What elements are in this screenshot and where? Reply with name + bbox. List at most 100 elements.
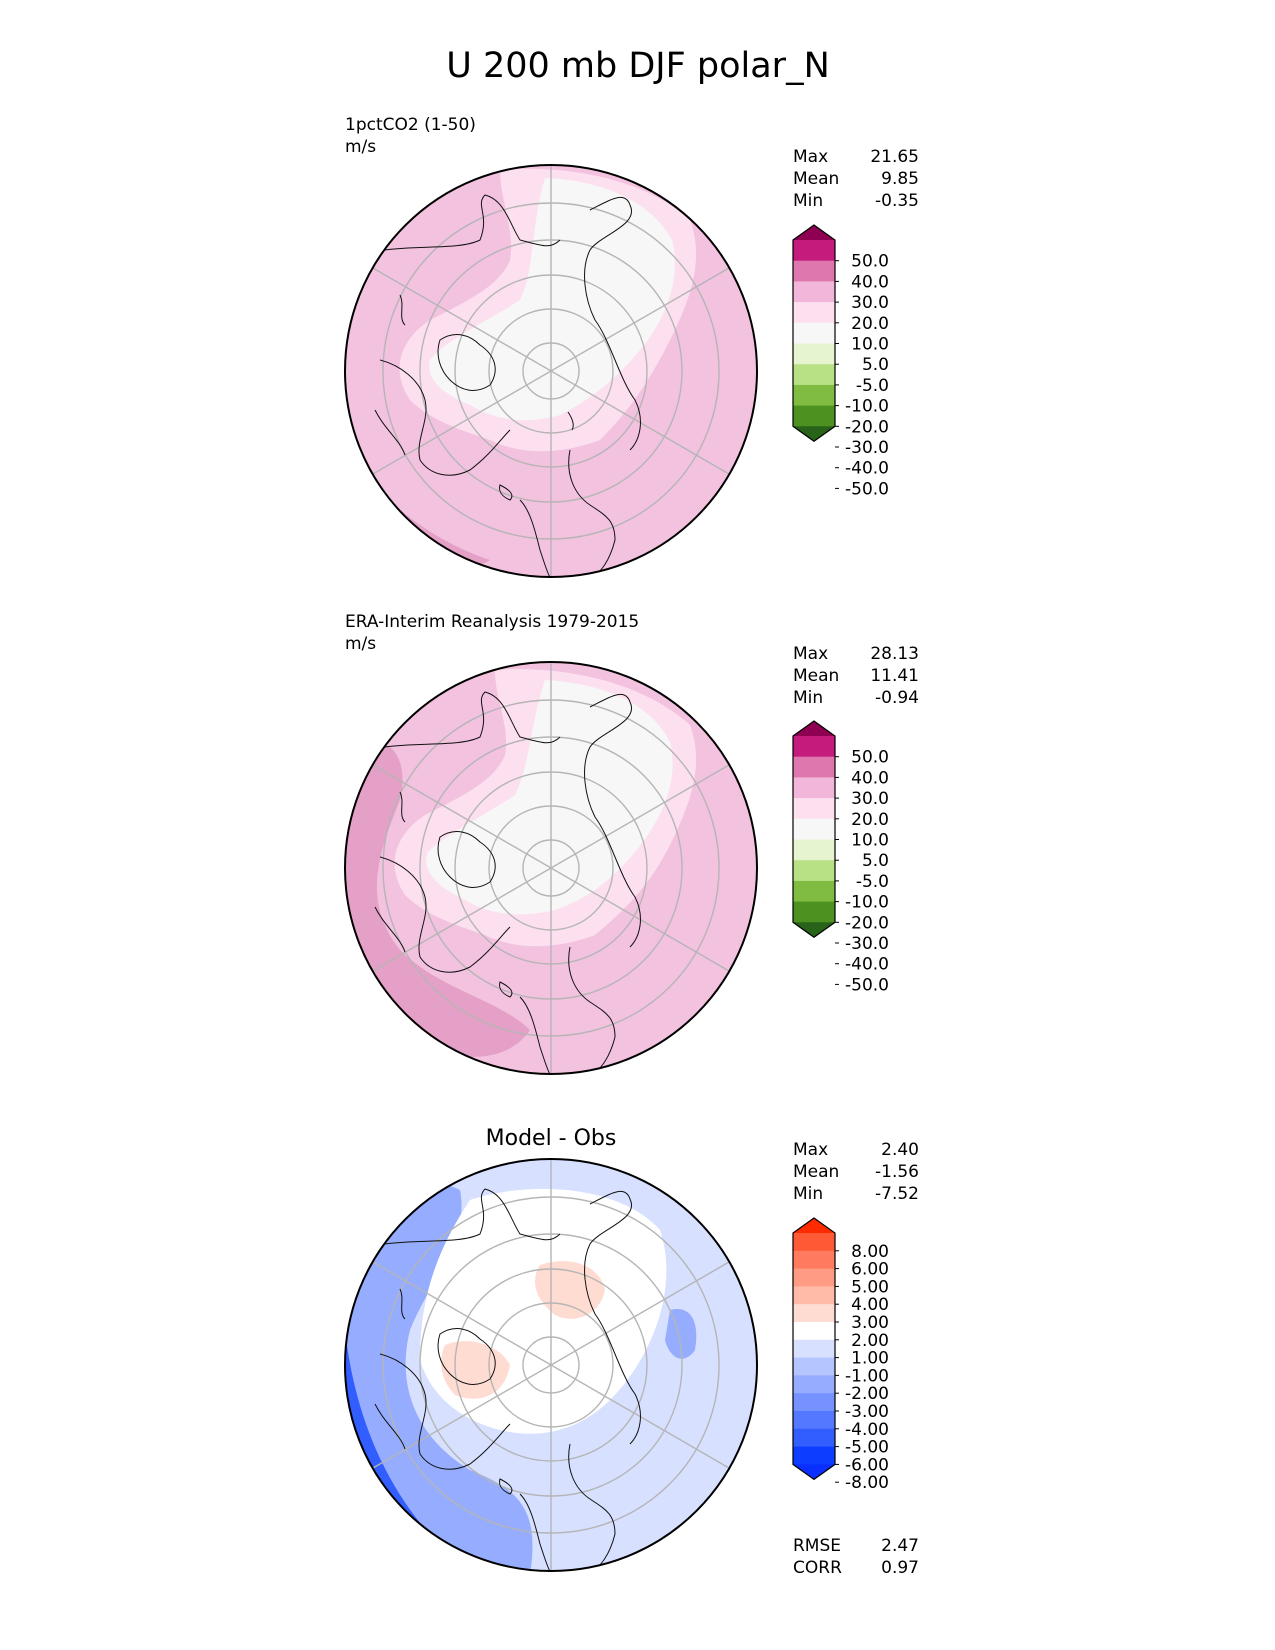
colorbar-tick-label: -50.0 (845, 479, 889, 499)
colorbar-tick-label: 10.0 (851, 335, 889, 355)
stat-value: 2.47 (881, 1536, 919, 1556)
stat-label: RMSE (793, 1536, 841, 1556)
colorbar-extend-min (793, 922, 835, 938)
colorbar-tick-label: 40.0 (851, 768, 889, 788)
colorbar-obs: 50.040.030.020.010.05.0-5.0-10.0-20.0-30… (792, 720, 889, 995)
colorbar-swatch (793, 1339, 835, 1359)
colorbar-tick-label: 30.0 (851, 789, 889, 809)
colorbar-swatch (793, 260, 835, 282)
colorbar-tick-label: -20.0 (845, 913, 889, 933)
colorbar-tick-label: 1.00 (851, 1349, 889, 1369)
colorbar-tick-label: 5.0 (862, 355, 889, 375)
colorbar-tick-label: 5.0 (862, 851, 889, 871)
colorbar-tick-label: -5.00 (845, 1438, 889, 1458)
colorbar-swatch (793, 1411, 835, 1430)
map-obs-coastlines (374, 691, 641, 1074)
colorbar-swatch (793, 798, 835, 820)
colorbar-swatch (793, 1357, 835, 1376)
stat-value: 28.13 (870, 644, 919, 664)
colorbar-tick-label: -5.0 (856, 872, 889, 892)
map-diff-field-plus1-b (441, 1341, 510, 1399)
colorbar-diff: 8.006.005.004.003.002.001.00-1.00-2.00-3… (792, 1217, 889, 1493)
colorbar-swatch (793, 818, 835, 840)
stat-label: Mean (793, 169, 839, 189)
colorbar-tick-label: -1.00 (845, 1366, 889, 1386)
panel-model: 1pctCO2 (1-50) m/s (344, 115, 919, 578)
colorbar-tick-label: -3.00 (845, 1402, 889, 1422)
colorbar-swatch (793, 1393, 835, 1412)
stat-label: CORR (793, 1558, 842, 1578)
colorbar-tick-label: -2.00 (845, 1384, 889, 1404)
colorbar-tick-label: 5.00 (851, 1277, 889, 1297)
colorbar-swatch (793, 1250, 835, 1270)
map-diff-border (344, 1158, 758, 1572)
colorbar-extend-max (793, 1218, 835, 1233)
colorbar-tick-label: -8.00 (845, 1473, 889, 1493)
panel-model-name: 1pctCO2 (1-50) (345, 115, 476, 135)
colorbar-tick-label: 10.0 (851, 831, 889, 851)
colorbar-swatch (793, 880, 835, 903)
colorbar-tick-label: 6.00 (851, 1260, 889, 1280)
colorbar-swatch (793, 322, 835, 344)
colorbar-swatch (793, 240, 835, 262)
map-model-coastlines (374, 194, 641, 577)
map-model-grid (372, 165, 730, 577)
map-obs-border (344, 661, 758, 1075)
colorbar-swatch (793, 1322, 835, 1341)
stat-value: 0.97 (881, 1558, 919, 1578)
colorbar-tick-label: 4.00 (851, 1295, 889, 1315)
colorbar-tick-label: 20.0 (851, 810, 889, 830)
map-model-border (344, 164, 758, 578)
colorbar-swatch (793, 736, 835, 758)
colorbar-swatch (793, 901, 835, 923)
map-obs (345, 662, 757, 1074)
map-obs-field-near-zero (426, 680, 673, 915)
colorbar-tick-label: 8.00 (851, 1242, 889, 1262)
panel-model-stats: Max 21.65 Mean 9.85 Min -0.35 (793, 147, 919, 211)
panel-model-units: m/s (345, 137, 376, 157)
colorbar-swatch (793, 860, 835, 882)
colorbar-tick-label: 3.00 (851, 1313, 889, 1333)
map-diff-grid (372, 1159, 730, 1571)
stat-label: Min (793, 688, 823, 708)
colorbar-tick-label: 50.0 (851, 748, 889, 768)
panel-obs: ERA-Interim Reanalysis 1979-2015 m/s (344, 612, 919, 1075)
stat-label: Mean (793, 666, 839, 686)
colorbar-model: 50.040.030.020.010.05.0-5.0-10.0-20.0-30… (792, 224, 889, 499)
figure-title: U 200 mb DJF polar_N (446, 46, 830, 86)
panel-diff-extra-stats: RMSE 2.47 CORR 0.97 (793, 1536, 919, 1578)
colorbar-swatch (793, 1304, 835, 1323)
stat-value: -0.94 (875, 688, 919, 708)
colorbar-tick-label: -5.0 (856, 376, 889, 396)
colorbar-tick-label: 20.0 (851, 314, 889, 334)
colorbar-extend-max (793, 225, 835, 240)
map-obs-grid (372, 662, 730, 1074)
map-obs-field-20to30 (345, 743, 530, 1057)
colorbar-tick-label: 40.0 (851, 272, 889, 292)
colorbar-swatch (793, 1233, 835, 1252)
panel-obs-stats: Max 28.13 Mean 11.41 Min -0.94 (793, 644, 919, 708)
colorbar-swatch (793, 777, 835, 799)
stat-value: 21.65 (870, 147, 919, 167)
map-diff-field-minus3 (345, 1182, 533, 1571)
panel-diff-title: Model - Obs (486, 1126, 617, 1151)
colorbar-tick-label: -40.0 (845, 459, 889, 479)
colorbar-swatch (793, 839, 835, 861)
stat-label: Mean (793, 1162, 839, 1182)
colorbar-tick-label: 30.0 (851, 293, 889, 313)
stat-label: Max (793, 644, 828, 664)
stat-label: Min (793, 1184, 823, 1204)
colorbar-swatch (793, 281, 835, 303)
colorbar-tick-label: -20.0 (845, 417, 889, 437)
stat-value: 2.40 (881, 1140, 919, 1160)
stat-value: 9.85 (881, 169, 919, 189)
colorbar-extend-min (793, 426, 835, 442)
stat-label: Min (793, 191, 823, 211)
stat-value: 11.41 (870, 666, 919, 686)
colorbar-tick-label: 50.0 (851, 252, 889, 272)
stat-value: -1.56 (875, 1162, 919, 1182)
colorbar-swatch (793, 405, 835, 427)
stat-value: -0.35 (875, 191, 919, 211)
colorbar-swatch (793, 343, 835, 365)
